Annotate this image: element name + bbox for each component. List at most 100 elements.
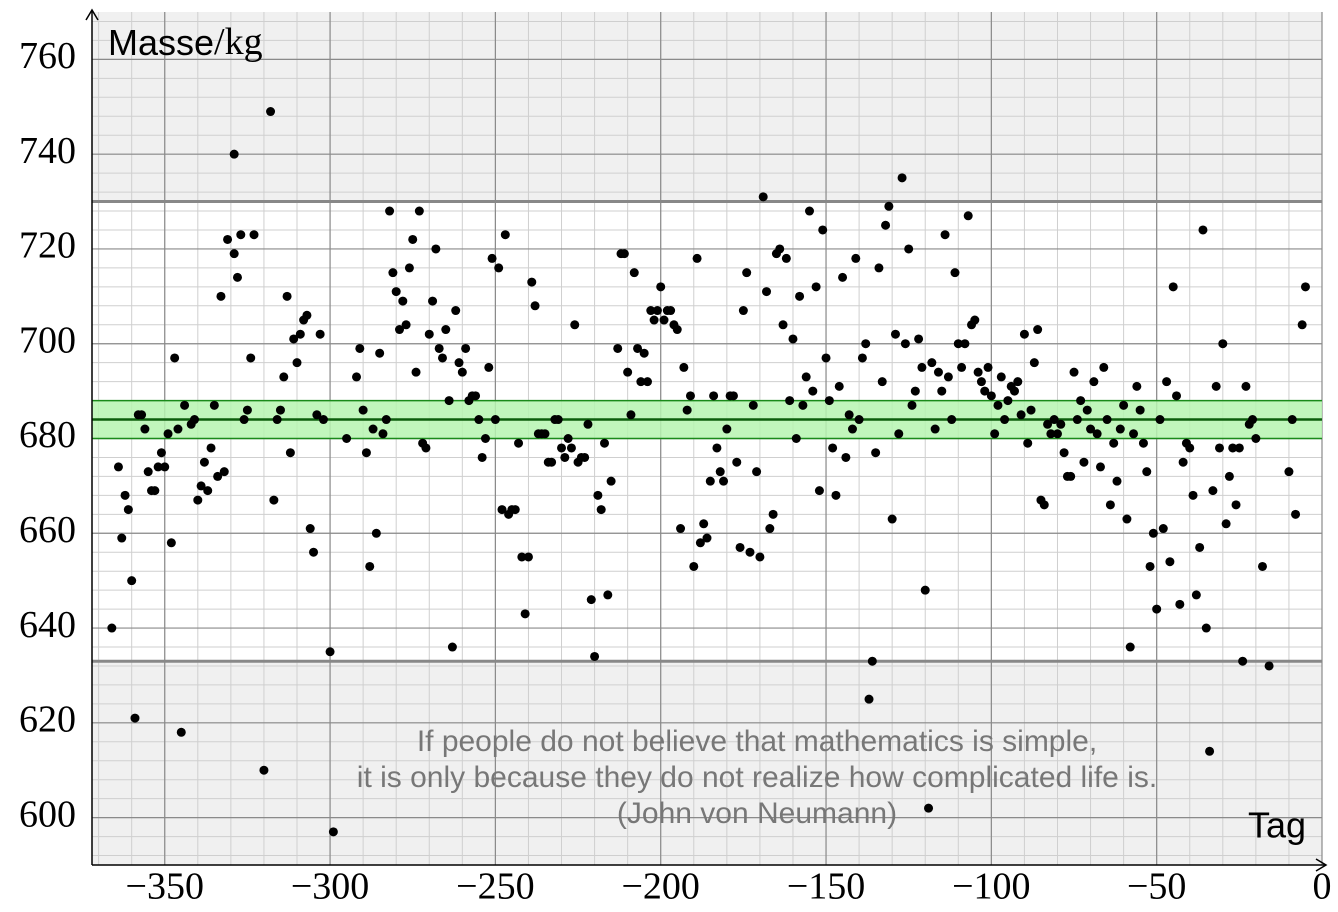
point bbox=[563, 434, 573, 443]
point bbox=[752, 467, 762, 477]
point bbox=[560, 452, 570, 462]
annotation: If people do not believe that mathematic… bbox=[417, 725, 1097, 758]
point bbox=[834, 381, 844, 391]
point bbox=[838, 272, 848, 282]
point bbox=[480, 434, 490, 443]
point bbox=[371, 528, 381, 538]
point bbox=[983, 362, 993, 372]
point bbox=[523, 552, 533, 562]
point bbox=[1112, 476, 1122, 486]
point bbox=[1208, 486, 1218, 496]
point bbox=[289, 334, 299, 344]
point bbox=[1119, 400, 1129, 410]
point bbox=[1205, 746, 1215, 756]
point bbox=[395, 325, 404, 335]
point bbox=[652, 306, 662, 316]
x-tick-label: −350 bbox=[126, 866, 204, 908]
point bbox=[1019, 329, 1029, 339]
point bbox=[857, 353, 867, 363]
point bbox=[695, 538, 705, 548]
point bbox=[1142, 467, 1152, 477]
point bbox=[457, 367, 467, 377]
point bbox=[130, 713, 140, 723]
point bbox=[236, 230, 246, 240]
point bbox=[619, 249, 629, 259]
point bbox=[844, 410, 854, 420]
point bbox=[305, 524, 315, 534]
point bbox=[176, 727, 186, 737]
point bbox=[768, 509, 778, 519]
point bbox=[788, 334, 798, 344]
labels: If people do not believe that mathematic… bbox=[19, 21, 1332, 908]
point bbox=[1000, 415, 1010, 425]
point bbox=[1238, 656, 1248, 666]
point bbox=[864, 694, 874, 704]
point bbox=[1300, 282, 1310, 292]
point bbox=[633, 343, 643, 353]
y-tick-label: 720 bbox=[19, 225, 76, 267]
point bbox=[1175, 599, 1185, 609]
point bbox=[996, 372, 1006, 382]
point bbox=[603, 590, 613, 600]
reference-lines bbox=[92, 200, 1322, 663]
point bbox=[606, 476, 616, 486]
point bbox=[1297, 320, 1307, 330]
point bbox=[874, 263, 884, 273]
point bbox=[980, 386, 990, 396]
point bbox=[1284, 467, 1294, 477]
point bbox=[285, 448, 295, 458]
point bbox=[821, 353, 831, 363]
point bbox=[623, 367, 633, 377]
point bbox=[656, 282, 666, 292]
x-tick-label: −100 bbox=[952, 866, 1030, 908]
point bbox=[590, 651, 600, 661]
point bbox=[1013, 377, 1023, 387]
point bbox=[861, 339, 871, 349]
point bbox=[117, 533, 127, 543]
point bbox=[203, 486, 213, 496]
y-tick-label: 660 bbox=[19, 509, 76, 551]
point bbox=[1016, 410, 1026, 420]
point bbox=[1221, 519, 1231, 529]
point bbox=[1115, 424, 1125, 434]
point bbox=[811, 282, 821, 292]
point bbox=[229, 249, 239, 259]
point bbox=[365, 561, 375, 571]
y-axis-title: Masse bbox=[108, 22, 214, 63]
point bbox=[219, 467, 229, 477]
point bbox=[593, 490, 603, 500]
point bbox=[1125, 642, 1135, 652]
point bbox=[1082, 405, 1092, 415]
point bbox=[477, 452, 487, 462]
point bbox=[315, 329, 325, 339]
point bbox=[441, 325, 451, 335]
point bbox=[1049, 415, 1059, 425]
point bbox=[1086, 424, 1096, 434]
point bbox=[166, 538, 176, 548]
point bbox=[272, 415, 282, 425]
point bbox=[778, 320, 788, 330]
point bbox=[213, 471, 223, 481]
point bbox=[1228, 443, 1238, 453]
point bbox=[209, 400, 219, 410]
point bbox=[1264, 661, 1274, 671]
point bbox=[1178, 457, 1188, 467]
point bbox=[828, 443, 838, 453]
point bbox=[679, 362, 689, 372]
x-tick-label: −200 bbox=[621, 866, 699, 908]
point bbox=[1195, 542, 1205, 552]
point bbox=[960, 339, 970, 349]
point bbox=[805, 206, 814, 216]
point bbox=[1201, 623, 1211, 633]
point bbox=[775, 244, 785, 254]
point bbox=[239, 415, 249, 425]
point bbox=[361, 448, 371, 458]
x-tick-label: 0 bbox=[1313, 866, 1332, 908]
point bbox=[814, 486, 824, 496]
point bbox=[1168, 282, 1178, 292]
point bbox=[246, 353, 256, 363]
point bbox=[738, 306, 748, 316]
y-tick-label: 760 bbox=[19, 35, 76, 77]
point bbox=[1218, 339, 1228, 349]
